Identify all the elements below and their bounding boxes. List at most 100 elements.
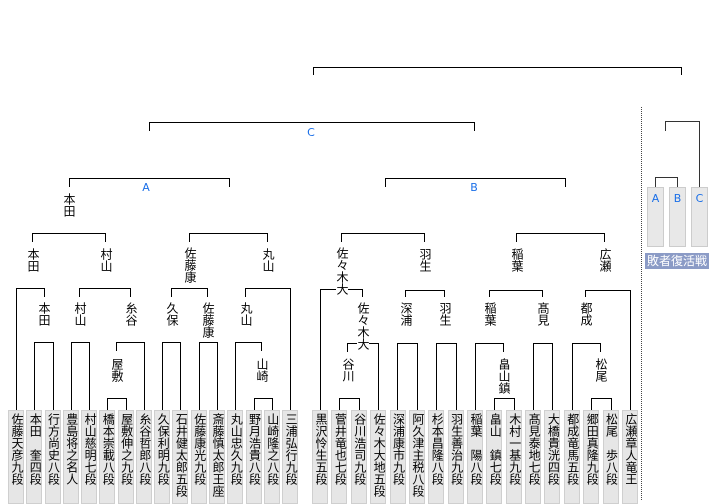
bracket-line	[107, 398, 127, 399]
bracket-line	[217, 342, 218, 400]
player-name: 菅井竜也七段	[333, 413, 348, 485]
bracket-line	[267, 233, 268, 242]
player-box[interactable]: 丸山忠久九段	[227, 410, 244, 504]
player-box[interactable]: 三浦弘行九段	[282, 410, 299, 504]
bracket-line	[32, 233, 106, 234]
repechage-block-c[interactable]: C	[691, 187, 708, 247]
winner-label: 稲葉	[483, 302, 497, 326]
winner-label: 羽生	[438, 302, 452, 326]
bracket-line	[417, 343, 418, 400]
bracket-line	[630, 290, 631, 400]
bracket-line	[199, 342, 200, 400]
player-box[interactable]: 糸谷哲郎八段	[135, 410, 152, 504]
bracket-line	[313, 67, 314, 75]
player-name: 村山慈明七段	[83, 413, 98, 485]
winner-label: 佐々木大	[335, 247, 349, 295]
player-name: 阿久津主税八段	[410, 413, 425, 497]
repechage-caption: 敗者復活戦	[645, 253, 709, 269]
player-box[interactable]: 畠山 鎮七段	[486, 410, 503, 504]
player-box[interactable]: 野月浩貴八段	[245, 410, 262, 504]
player-box[interactable]: 谷川浩司九段	[350, 410, 367, 504]
player-box[interactable]: 杉本昌隆八段	[428, 410, 445, 504]
bracket-line	[180, 400, 181, 410]
player-box[interactable]: 木村一基九段	[505, 410, 522, 504]
player-box[interactable]: 佐藤天彦九段	[8, 410, 24, 504]
bracket-line	[591, 400, 592, 410]
player-name: 郷田真隆九段	[585, 413, 600, 485]
player-box[interactable]: 佐藤康光九段	[190, 410, 207, 504]
player-box[interactable]: 橋本崇載八段	[99, 410, 116, 504]
bracket-line	[611, 398, 612, 400]
player-box[interactable]: 屋敷伸之九段	[117, 410, 134, 504]
bracket-line	[591, 398, 612, 399]
player-box[interactable]: 松尾 歩八段	[602, 410, 619, 504]
bracket-line	[207, 288, 208, 297]
bracket-line	[533, 400, 534, 410]
bracket-line	[341, 233, 425, 234]
player-box[interactable]: 稲葉 陽八段	[467, 410, 483, 504]
player-box[interactable]: 広瀬章人竜王	[621, 410, 638, 504]
winner-label: 深浦	[399, 302, 413, 326]
block-b-label: B	[470, 181, 478, 194]
bracket-line	[494, 398, 515, 399]
bracket-line	[665, 121, 666, 131]
bracket-line	[604, 233, 605, 242]
player-name: 畠山 鎮七段	[488, 413, 503, 485]
bracket-line	[456, 400, 457, 410]
winner-label: 丸山	[239, 302, 253, 326]
player-box[interactable]: 豊島将之名人	[62, 410, 79, 504]
bracket-line	[235, 400, 236, 410]
player-box[interactable]: 菅井竜也七段	[331, 410, 348, 504]
bracket-line	[494, 398, 495, 400]
player-box[interactable]: 深浦康市九段	[389, 410, 406, 504]
bracket-line	[611, 400, 612, 410]
bracket-line	[144, 400, 145, 410]
bracket-line	[516, 233, 517, 242]
player-name: 三浦弘行九段	[284, 413, 299, 485]
winner-label: 松尾	[594, 358, 608, 382]
bracket-line	[34, 342, 35, 400]
player-name: 羽生善治九段	[449, 413, 464, 485]
player-box[interactable]: 行方尚史八段	[44, 410, 61, 504]
player-box[interactable]: 郷田真隆九段	[583, 410, 600, 504]
player-box[interactable]: 黒沢怜生五段	[312, 410, 328, 504]
bracket-line	[320, 289, 321, 400]
bracket-line	[144, 342, 145, 400]
bracket-line	[489, 290, 490, 297]
player-box[interactable]: 羽生善治九段	[447, 410, 464, 504]
bracket-line	[16, 288, 17, 400]
player-box[interactable]: 阿久津主税八段	[408, 410, 425, 504]
player-box[interactable]: 山崎隆之八段	[263, 410, 280, 504]
player-box[interactable]: 都成竜馬五段	[563, 410, 580, 504]
repechage-block-b[interactable]: B	[669, 187, 686, 247]
bracket-line	[677, 177, 678, 187]
bracket-line	[630, 400, 631, 410]
bracket-line	[655, 177, 656, 187]
bracket-line	[116, 342, 145, 343]
bracket-line	[585, 290, 631, 291]
player-box[interactable]: 久保利明九段	[154, 410, 171, 504]
player-box[interactable]: 髙見泰地七段	[525, 410, 542, 504]
player-name: 山崎隆之八段	[265, 413, 280, 485]
bracket-line	[89, 342, 90, 400]
player-box[interactable]: 佐々木大地五段	[370, 410, 387, 504]
bracket-line	[79, 288, 131, 289]
player-box[interactable]: 村山慈明七段	[81, 410, 98, 504]
bracket-line	[171, 288, 172, 297]
player-box[interactable]: 石井健太郎五段	[172, 410, 189, 504]
player-name: 斎藤慎太郎王座	[211, 413, 225, 497]
winner-label: 本田	[26, 248, 40, 272]
player-name: 黒沢怜生五段	[314, 413, 328, 485]
bracket-line	[229, 178, 230, 187]
repechage-block-a[interactable]: A	[647, 187, 664, 247]
bracket-line	[397, 343, 418, 344]
bracket-line	[189, 233, 190, 242]
player-box[interactable]: 斎藤慎太郎王座	[209, 410, 225, 504]
player-name: 橋本崇載八段	[101, 413, 116, 485]
bracket-line	[89, 400, 90, 410]
bracket-line	[339, 400, 340, 410]
player-box[interactable]: 大橋貴洸四段	[544, 410, 561, 504]
bracket-line	[53, 400, 54, 410]
bracket-line	[130, 288, 131, 297]
player-box[interactable]: 本田 奎四段	[26, 410, 43, 504]
